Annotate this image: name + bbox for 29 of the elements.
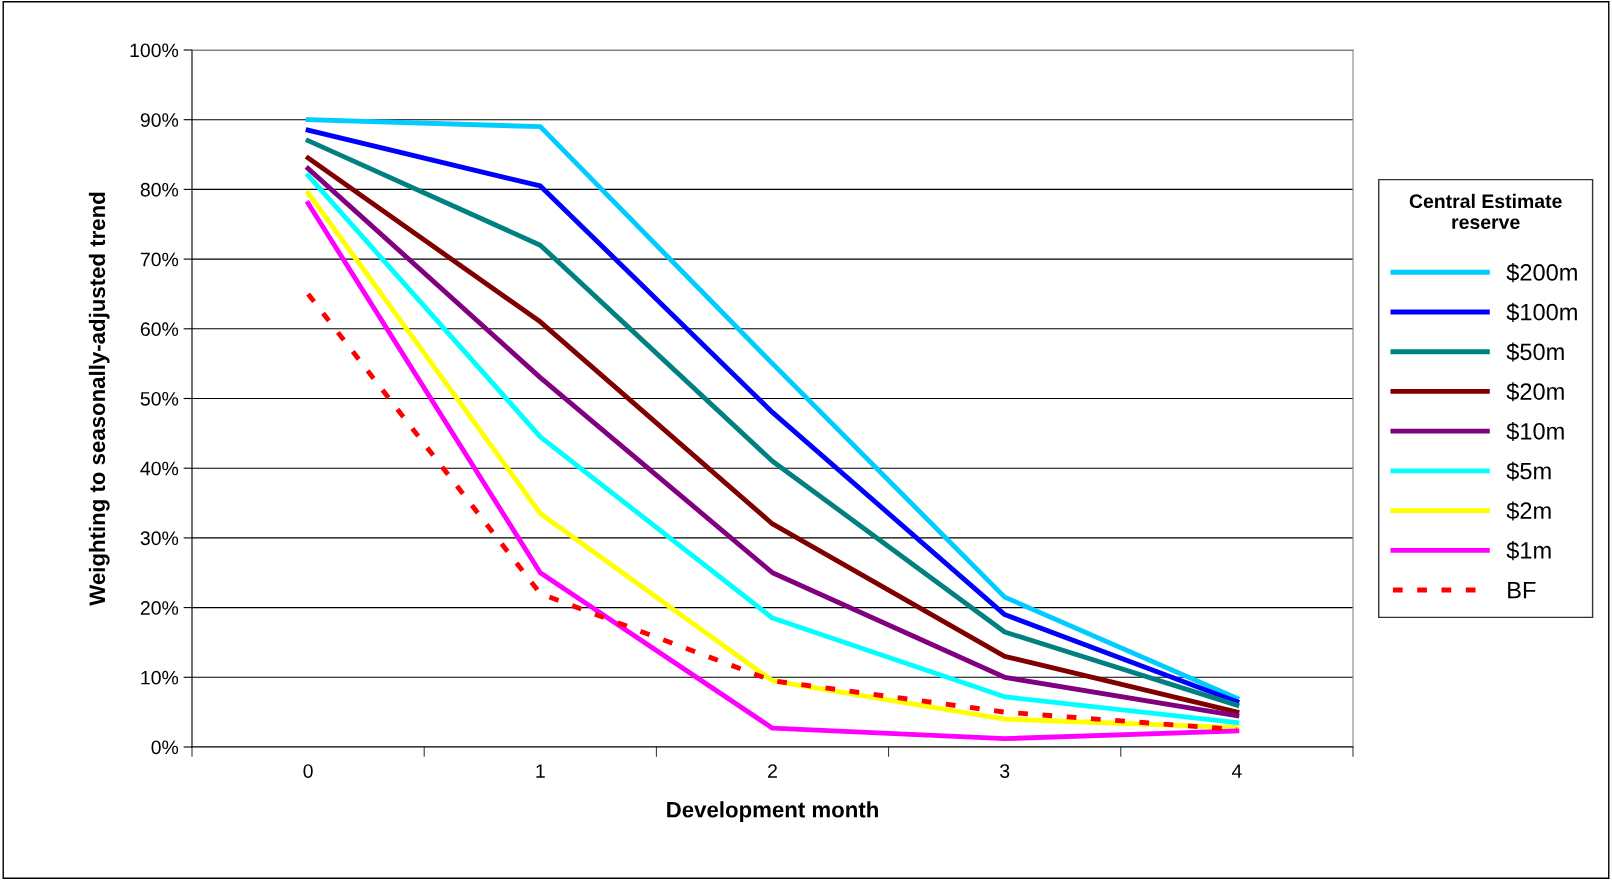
y-tick-label: 50% (140, 391, 179, 406)
legend-label: BF (1508, 582, 1536, 599)
y-axis-title: Weighting to seasonally-adjusted trend (88, 192, 110, 606)
y-tick-label: 60% (140, 322, 179, 337)
x-tick-label: 1 (536, 764, 545, 778)
y-tick-label: 100% (130, 43, 179, 58)
legend-label: $100m (1506, 302, 1577, 322)
legend-label: $1m (1506, 541, 1551, 561)
y-tick-label: 40% (140, 461, 179, 476)
y-tick-label: 0% (151, 740, 179, 755)
y-tick-label: 20% (140, 601, 179, 615)
legend-label: $50m (1506, 342, 1564, 362)
line-series (305, 291, 1240, 733)
x-tick-label: 0 (303, 764, 313, 778)
legend-label: $5m (1506, 461, 1551, 481)
x-tick-label: 3 (1000, 764, 1010, 778)
y-tick-label: 30% (140, 531, 179, 546)
legend-label: $20m (1506, 382, 1564, 402)
legend-label: $10m (1506, 421, 1564, 442)
y-tick-label: 70% (140, 252, 179, 267)
legend-label: $200m (1506, 263, 1577, 283)
y-tick-label: 90% (140, 113, 179, 127)
y-tick-label: 80% (140, 182, 179, 197)
y-tick-label: 10% (141, 670, 179, 685)
x-axis-title: Development month (667, 801, 878, 822)
x-tick-label: 4 (1231, 764, 1242, 778)
x-tick-label: 2 (768, 764, 777, 778)
legend-label: $2m (1506, 501, 1551, 521)
legend-title: Central Estimate reserve (1409, 193, 1562, 230)
